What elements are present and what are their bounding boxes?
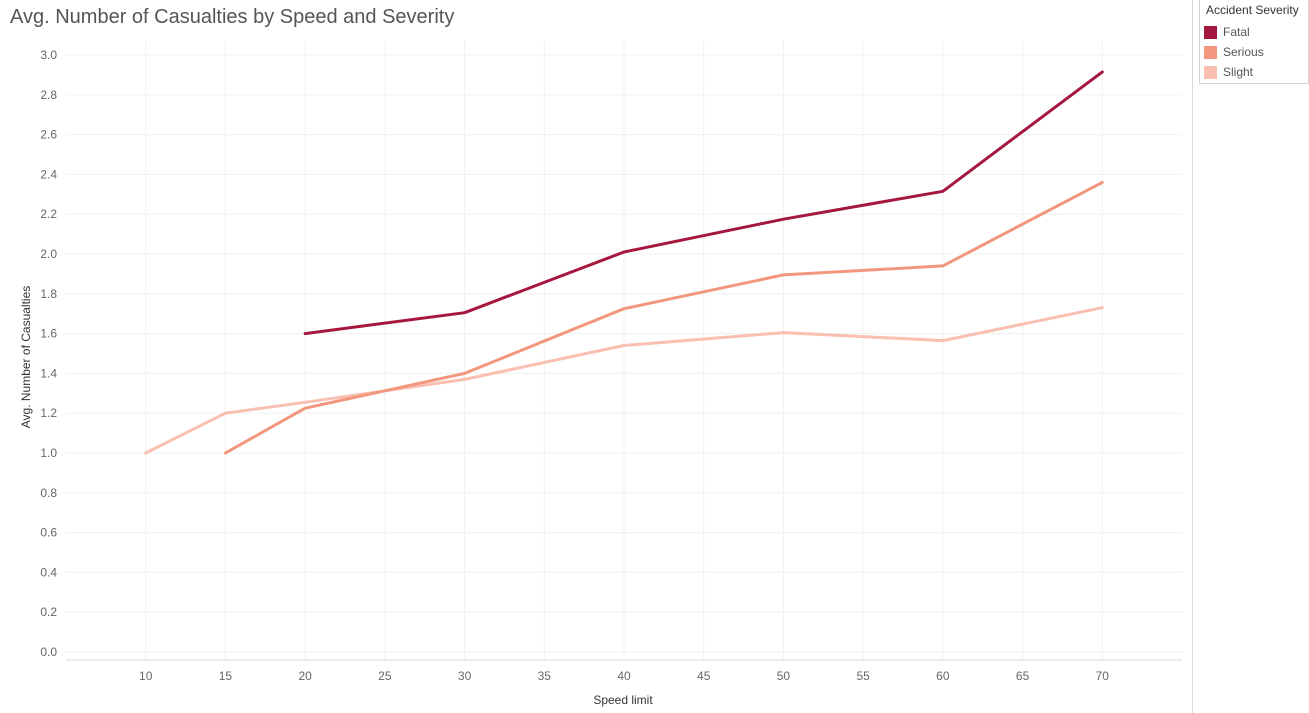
x-tick-label: 20 <box>298 669 312 683</box>
x-tick-label: 40 <box>617 669 631 683</box>
legend-item-serious[interactable]: Serious <box>1200 42 1308 62</box>
legend-item-fatal[interactable]: Fatal <box>1200 22 1308 42</box>
series-line-serious[interactable] <box>223 180 1104 455</box>
y-tick-label: 2.6 <box>40 128 57 142</box>
x-axis-ticks: 10 15 20 25 30 35 40 45 50 55 60 65 70 <box>139 669 1109 683</box>
legend-swatch-serious <box>1204 45 1217 59</box>
x-axis-title: Speed limit <box>593 693 653 707</box>
y-axis-title: Avg. Number of Casualties <box>19 286 33 429</box>
x-tick-label: 50 <box>777 669 791 683</box>
y-tick-label: 2.8 <box>40 88 57 102</box>
legend: Accident Severity Fatal Serious Slight <box>1199 0 1309 84</box>
legend-title: Accident Severity <box>1206 3 1299 17</box>
y-tick-label: 0.6 <box>40 526 57 540</box>
chart-title: Avg. Number of Casualties by Speed and S… <box>10 6 455 28</box>
x-tick-label: 45 <box>697 669 711 683</box>
x-tick-label: 15 <box>219 669 233 683</box>
x-tick-label: 30 <box>458 669 472 683</box>
y-tick-label: 1.8 <box>40 287 57 301</box>
x-tick-label: 35 <box>538 669 552 683</box>
y-axis-ticks: 0.0 0.2 0.4 0.6 0.8 1.0 1.2 1.4 1.6 1.8 2.0 2.2 2.4 2… <box>40 48 57 659</box>
gridlines <box>66 40 1182 661</box>
y-tick-label: 0.8 <box>40 486 57 500</box>
series-line-fatal[interactable] <box>303 70 1104 336</box>
x-tick-label: 25 <box>378 669 392 683</box>
x-tick-label: 70 <box>1096 669 1110 683</box>
legend-label-fatal: Fatal <box>1223 25 1250 39</box>
legend-label-slight: Slight <box>1223 65 1254 79</box>
y-tick-label: 1.0 <box>40 446 57 460</box>
legend-item-slight[interactable]: Slight <box>1200 62 1308 82</box>
legend-label-serious: Serious <box>1223 45 1264 59</box>
line-chart: 0.0 0.2 0.4 0.6 0.8 1.0 1.2 1.4 1.6 1.8 2.0 2.2 2.4 2… <box>19 40 1182 707</box>
y-tick-label: 2.2 <box>40 207 57 221</box>
series-lines[interactable] <box>144 70 1104 455</box>
legend-swatch-slight <box>1204 65 1217 79</box>
legend-swatch-fatal <box>1204 25 1217 39</box>
series-line-slight[interactable] <box>144 306 1104 455</box>
x-tick-label: 60 <box>936 669 950 683</box>
y-tick-label: 1.6 <box>40 327 57 341</box>
y-tick-label: 0.0 <box>40 645 57 659</box>
y-tick-label: 0.4 <box>40 565 57 579</box>
x-tick-label: 10 <box>139 669 153 683</box>
x-tick-label: 55 <box>856 669 870 683</box>
x-tick-label: 65 <box>1016 669 1030 683</box>
y-tick-label: 1.2 <box>40 406 57 420</box>
y-tick-label: 2.4 <box>40 167 57 181</box>
y-tick-label: 0.2 <box>40 605 57 619</box>
y-tick-label: 3.0 <box>40 48 57 62</box>
y-tick-label: 2.0 <box>40 247 57 261</box>
legend-divider <box>1192 0 1193 713</box>
y-tick-label: 1.4 <box>40 366 57 380</box>
